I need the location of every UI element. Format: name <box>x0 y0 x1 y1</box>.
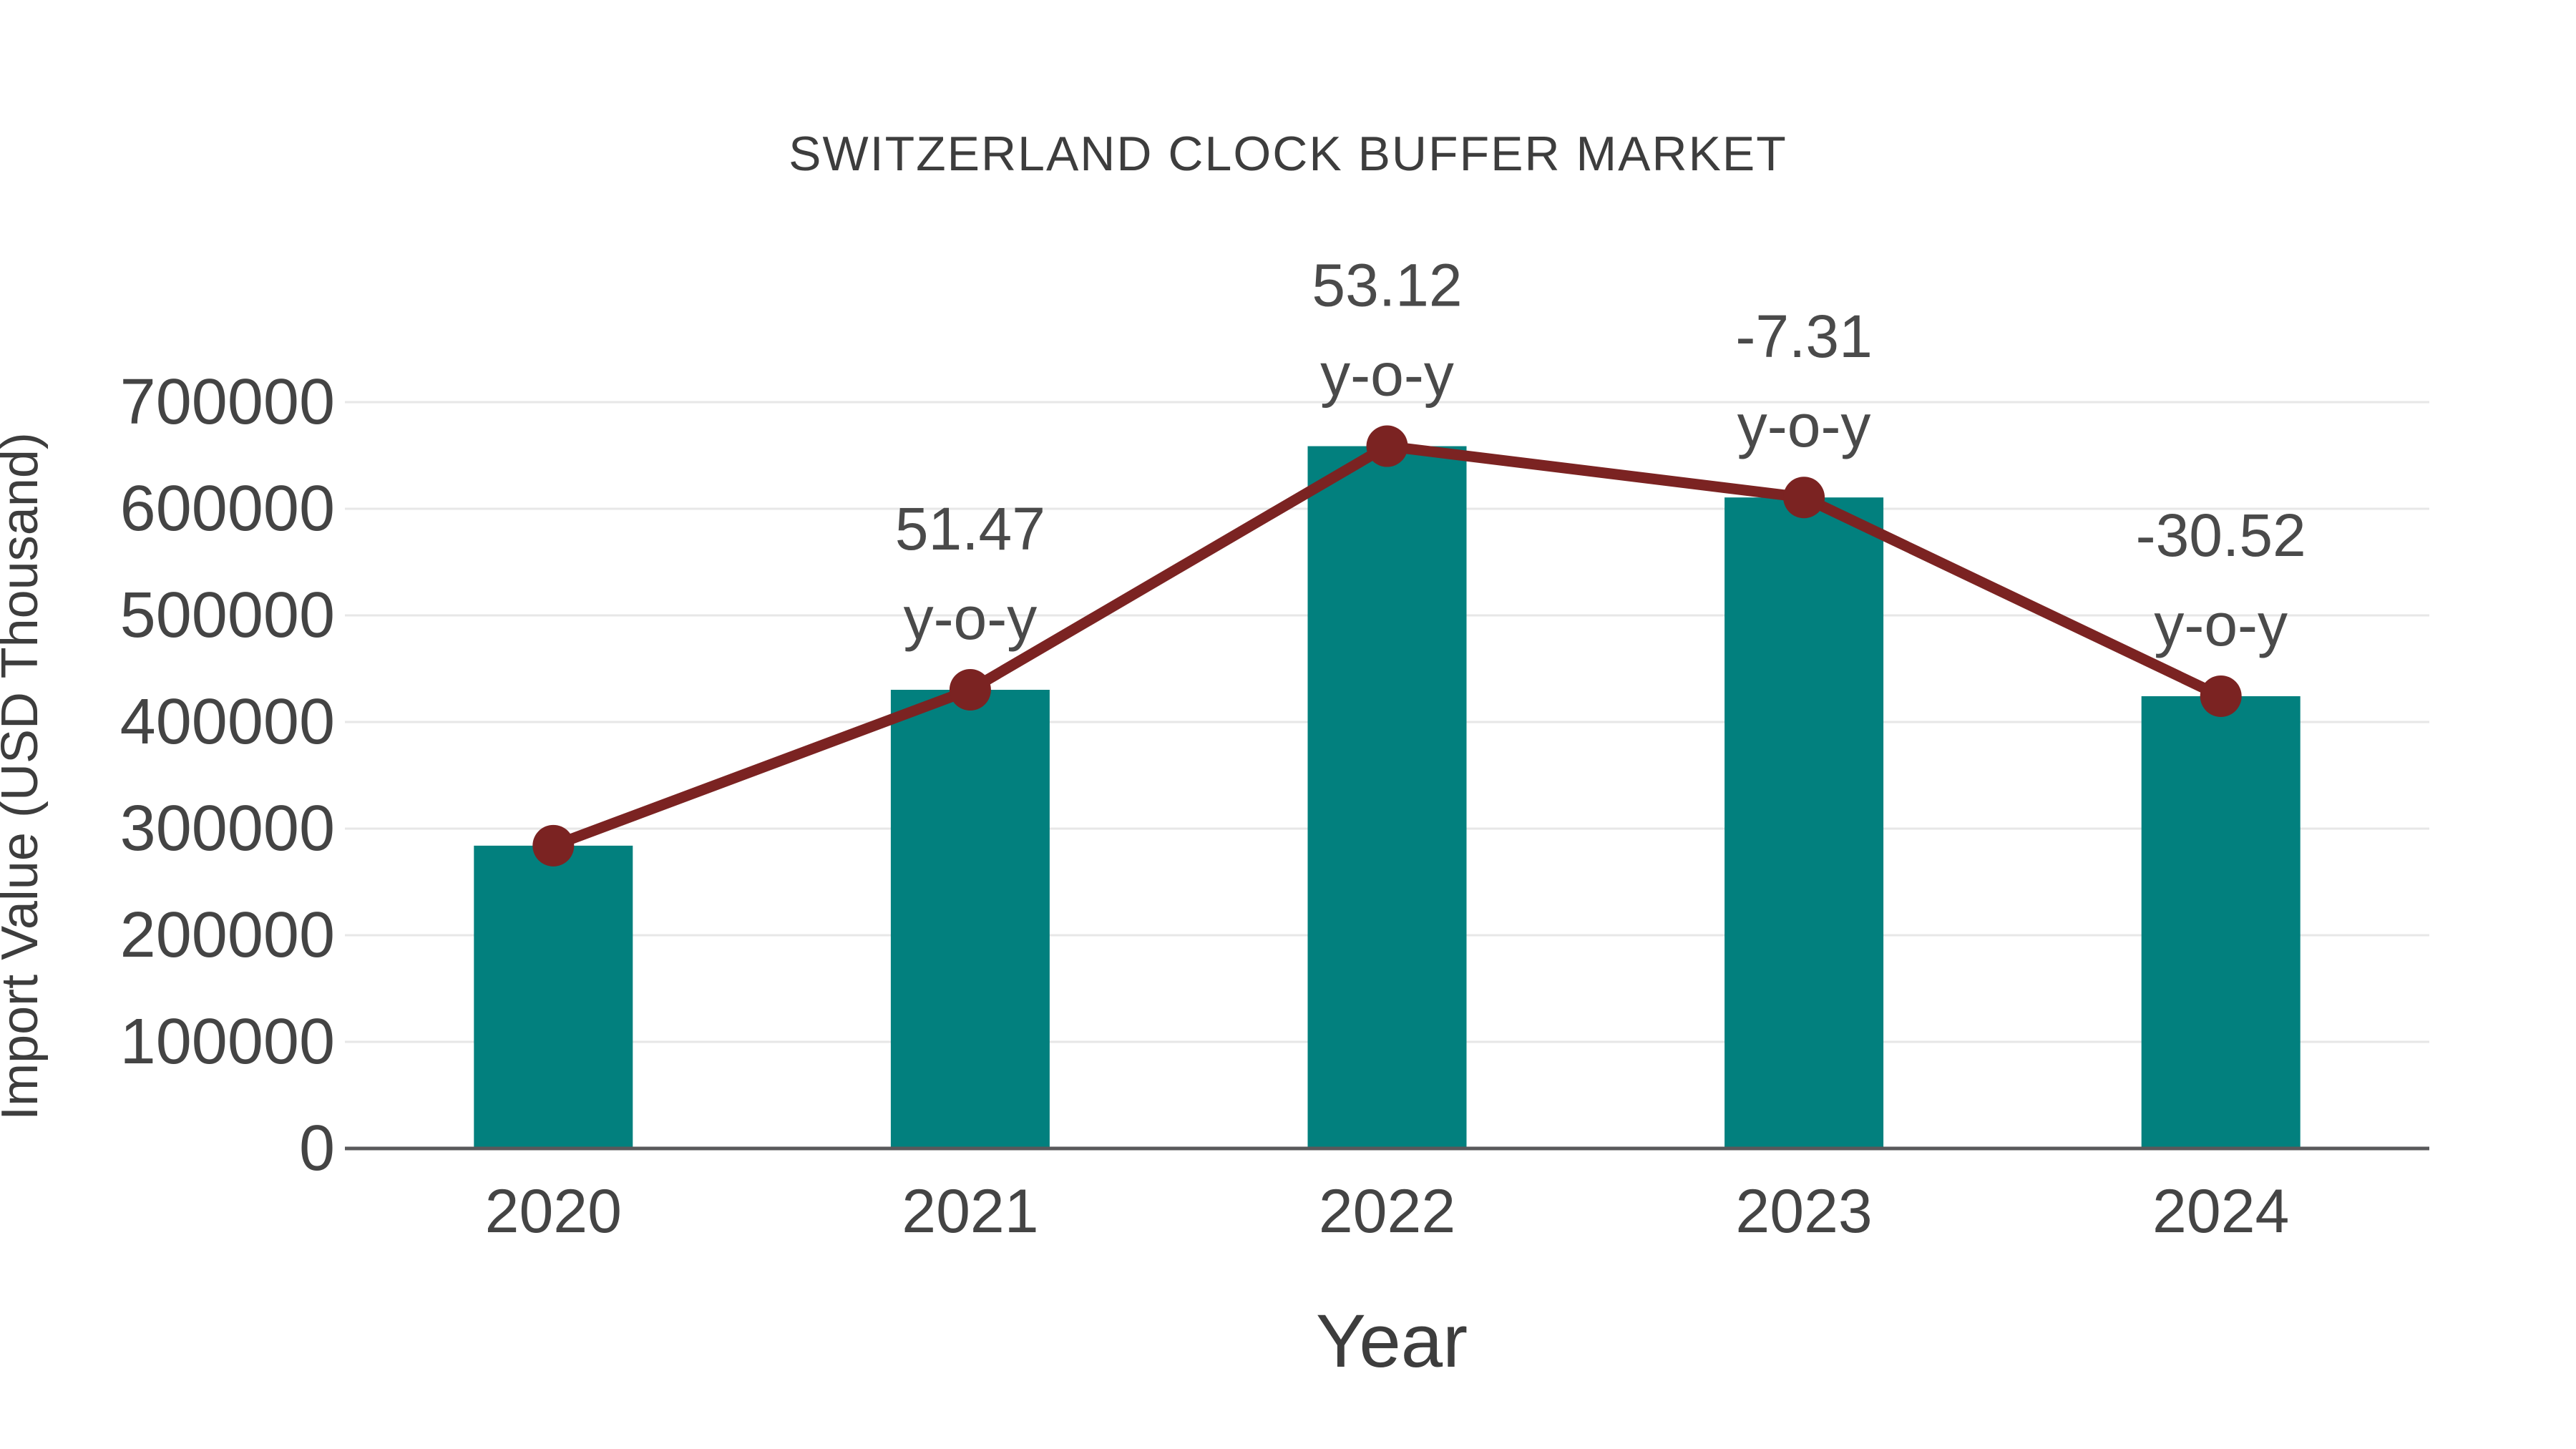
data-point-marker-2024 <box>2200 675 2242 717</box>
chart-title: SWITZERLAND CLOCK BUFFER MARKET <box>789 127 1787 181</box>
bar-2022 <box>1307 446 1467 1148</box>
annotation-value: 51.47 <box>895 495 1045 562</box>
annotation-label: y-o-y <box>904 585 1038 652</box>
data-point-marker-2021 <box>949 669 991 711</box>
tick-labels-layer: 0 100000 200000 300000 400000 500000 600000 700… <box>120 366 2290 1246</box>
annotation-value: -7.31 <box>1735 303 1872 370</box>
annotation-value: 53.12 <box>1312 252 1462 319</box>
bar-2024 <box>2141 696 2301 1148</box>
x-tick-label: 2023 <box>1735 1177 1872 1246</box>
y-tick-label: 300000 <box>120 793 335 864</box>
annotation-label: y-o-y <box>2154 591 2288 658</box>
x-tick-label: 2024 <box>2152 1177 2289 1246</box>
y-tick-label: 500000 <box>120 580 335 651</box>
x-axis-title: Year <box>1316 1299 1468 1383</box>
annotation-value: -30.52 <box>2136 502 2306 569</box>
y-tick-label: 600000 <box>120 473 335 545</box>
y-tick-label: 0 <box>299 1113 335 1184</box>
x-tick-label: 2021 <box>902 1177 1038 1246</box>
y-tick-label: 100000 <box>120 1006 335 1078</box>
annotation-label: y-o-y <box>1737 392 1871 459</box>
data-point-marker-2020 <box>532 824 575 867</box>
bar-2020 <box>474 845 633 1148</box>
x-tick-label: 2022 <box>1319 1177 1455 1246</box>
annotations-layer: 51.47 y-o-y 53.12 y-o-y -7.31 y-o-y -30.52 y-o-… <box>895 252 2306 658</box>
data-point-marker-2023 <box>1783 477 1825 519</box>
y-tick-label: 400000 <box>120 686 335 758</box>
trend-line-layer <box>532 425 2242 867</box>
bar-2021 <box>890 690 1050 1148</box>
y-tick-label: 200000 <box>120 899 335 971</box>
annotation-label: y-o-y <box>1320 341 1454 409</box>
x-tick-label: 2020 <box>485 1177 622 1246</box>
bar-2023 <box>1724 497 1884 1148</box>
bars-layer <box>474 446 2301 1148</box>
y-axis-title: Import Value (USD Thousand) <box>0 432 49 1121</box>
y-tick-label: 700000 <box>120 366 335 438</box>
data-point-marker-2022 <box>1366 425 1408 467</box>
